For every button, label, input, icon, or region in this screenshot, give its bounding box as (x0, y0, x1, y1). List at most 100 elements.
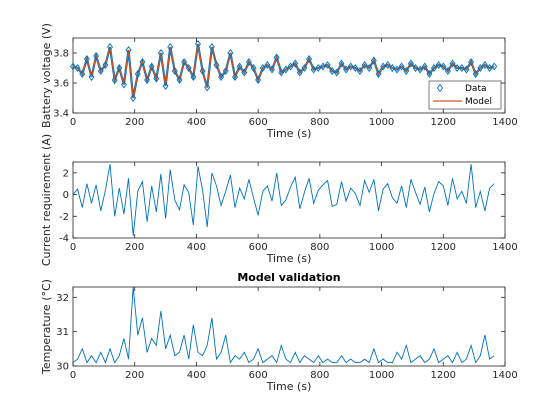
current-x-tick-label: 200 (125, 242, 144, 253)
voltage-data-point (431, 64, 437, 72)
voltage-data-point (426, 70, 433, 78)
current-y-tick-label: -4 (59, 234, 69, 245)
voltage-data-point (120, 80, 127, 89)
legend-data-marker (436, 83, 444, 93)
voltage-plot-area (70, 40, 498, 102)
current-y-tick-label: -2 (59, 212, 69, 223)
temperature-y-tick-label: 32 (56, 293, 69, 304)
temperature-subplot: Model validation 0 200 400 600 800 1000 1200 14… (40, 271, 518, 393)
voltage-data-point (111, 76, 118, 84)
voltage-data-point (139, 58, 146, 66)
voltage-x-tick-label: 1200 (431, 117, 456, 128)
current-x-tick-label: 600 (249, 242, 268, 253)
voltage-x-tick-label: 1400 (492, 117, 517, 128)
voltage-data-point (107, 43, 113, 51)
voltage-data-point (282, 65, 289, 74)
temperature-plot-area (72, 286, 495, 364)
temperature-y-tick-label: 31 (56, 327, 69, 338)
voltage-data-point (167, 43, 174, 51)
current-subplot: 0 200 400 600 800 1000 1200 1400 -4 -2 0 2 Time (s)… (40, 134, 518, 266)
voltage-data-point (241, 68, 248, 77)
voltage-data-point (481, 61, 488, 69)
voltage-data-point (292, 59, 299, 68)
voltage-x-tick-label: 400 (187, 117, 206, 128)
current-x-tick-label: 0 (70, 242, 76, 253)
voltage-data-point (370, 56, 377, 65)
current-y-axis-label: Current requirement (A) (40, 134, 53, 266)
voltage-model-line (72, 43, 495, 99)
voltage-data-point (477, 64, 484, 72)
voltage-data-point (389, 64, 396, 72)
temperature-x-tick-label: 800 (310, 370, 329, 381)
legend-model-label: Model (465, 97, 492, 107)
voltage-data-point (486, 64, 493, 72)
voltage-data-point (343, 65, 350, 74)
current-x-axis-label: Time (s) (266, 252, 312, 265)
voltage-data-point (375, 70, 382, 78)
voltage-data-point (324, 61, 331, 69)
voltage-data-point (88, 73, 95, 81)
temperature-x-tick-label: 400 (187, 370, 206, 381)
voltage-data-point (394, 65, 400, 74)
voltage-data-point (306, 55, 313, 63)
voltage-x-tick-label: 0 (70, 117, 76, 128)
current-series-line (72, 164, 495, 236)
voltage-data-point (333, 68, 340, 77)
voltage-data-point (352, 64, 359, 72)
voltage-data-point (296, 68, 303, 77)
voltage-data-point (361, 61, 368, 69)
current-axes-box (72, 161, 506, 239)
voltage-data-point (310, 65, 317, 74)
voltage-y-tick-label: 3.4 (53, 109, 69, 120)
voltage-data-point (102, 61, 109, 69)
voltage-data-point (315, 64, 322, 72)
voltage-data-point (190, 73, 197, 81)
temperature-x-tick-label: 600 (249, 370, 268, 381)
voltage-data-point (130, 94, 137, 102)
temperature-x-axis-label: Time (s) (266, 380, 312, 393)
voltage-data-point (412, 64, 419, 72)
voltage-data-point (398, 62, 405, 71)
voltage-data-point (491, 62, 498, 71)
voltage-y-tick-label: 3.8 (53, 49, 69, 60)
voltage-data-point (329, 67, 336, 75)
legend-data-label: Data (465, 84, 487, 94)
voltage-data-point (213, 61, 220, 69)
temperature-x-tick-label: 1000 (369, 370, 394, 381)
voltage-data-point (269, 65, 275, 74)
voltage-data-point (250, 64, 257, 72)
voltage-data-point (347, 62, 354, 71)
voltage-data-point (403, 67, 410, 75)
voltage-data-point (407, 59, 414, 68)
voltage-data-point (195, 40, 201, 48)
voltage-x-tick-label: 200 (125, 117, 144, 128)
voltage-data-point (218, 73, 225, 81)
voltage-data-point (171, 67, 178, 75)
voltage-data-point (417, 65, 424, 74)
voltage-data-point (162, 82, 169, 90)
temperature-x-tick-label: 1200 (431, 370, 456, 381)
current-x-tick-label: 1200 (431, 242, 456, 253)
voltage-data-point (185, 64, 192, 72)
voltage-data-point (421, 62, 428, 71)
voltage-data-point (70, 62, 76, 71)
voltage-data-point (83, 55, 90, 63)
voltage-data-point (357, 67, 363, 75)
current-y-tick-label: 0 (63, 190, 69, 201)
temperature-x-tick-label: 0 (70, 370, 76, 381)
current-y-tick-label: 2 (63, 168, 69, 179)
voltage-data-point (287, 62, 294, 71)
voltage-x-tick-label: 800 (310, 117, 329, 128)
voltage-data-point (435, 61, 442, 69)
voltage-data-point (444, 67, 451, 75)
current-plot-area (72, 164, 495, 236)
voltage-data-point (380, 62, 387, 71)
voltage-data-point (97, 67, 104, 75)
temperature-y-tick-label: 30 (56, 362, 69, 373)
voltage-data-point (208, 43, 215, 51)
voltage-data-point (79, 70, 86, 78)
voltage-data-point (144, 76, 151, 84)
voltage-data-point (199, 67, 206, 75)
